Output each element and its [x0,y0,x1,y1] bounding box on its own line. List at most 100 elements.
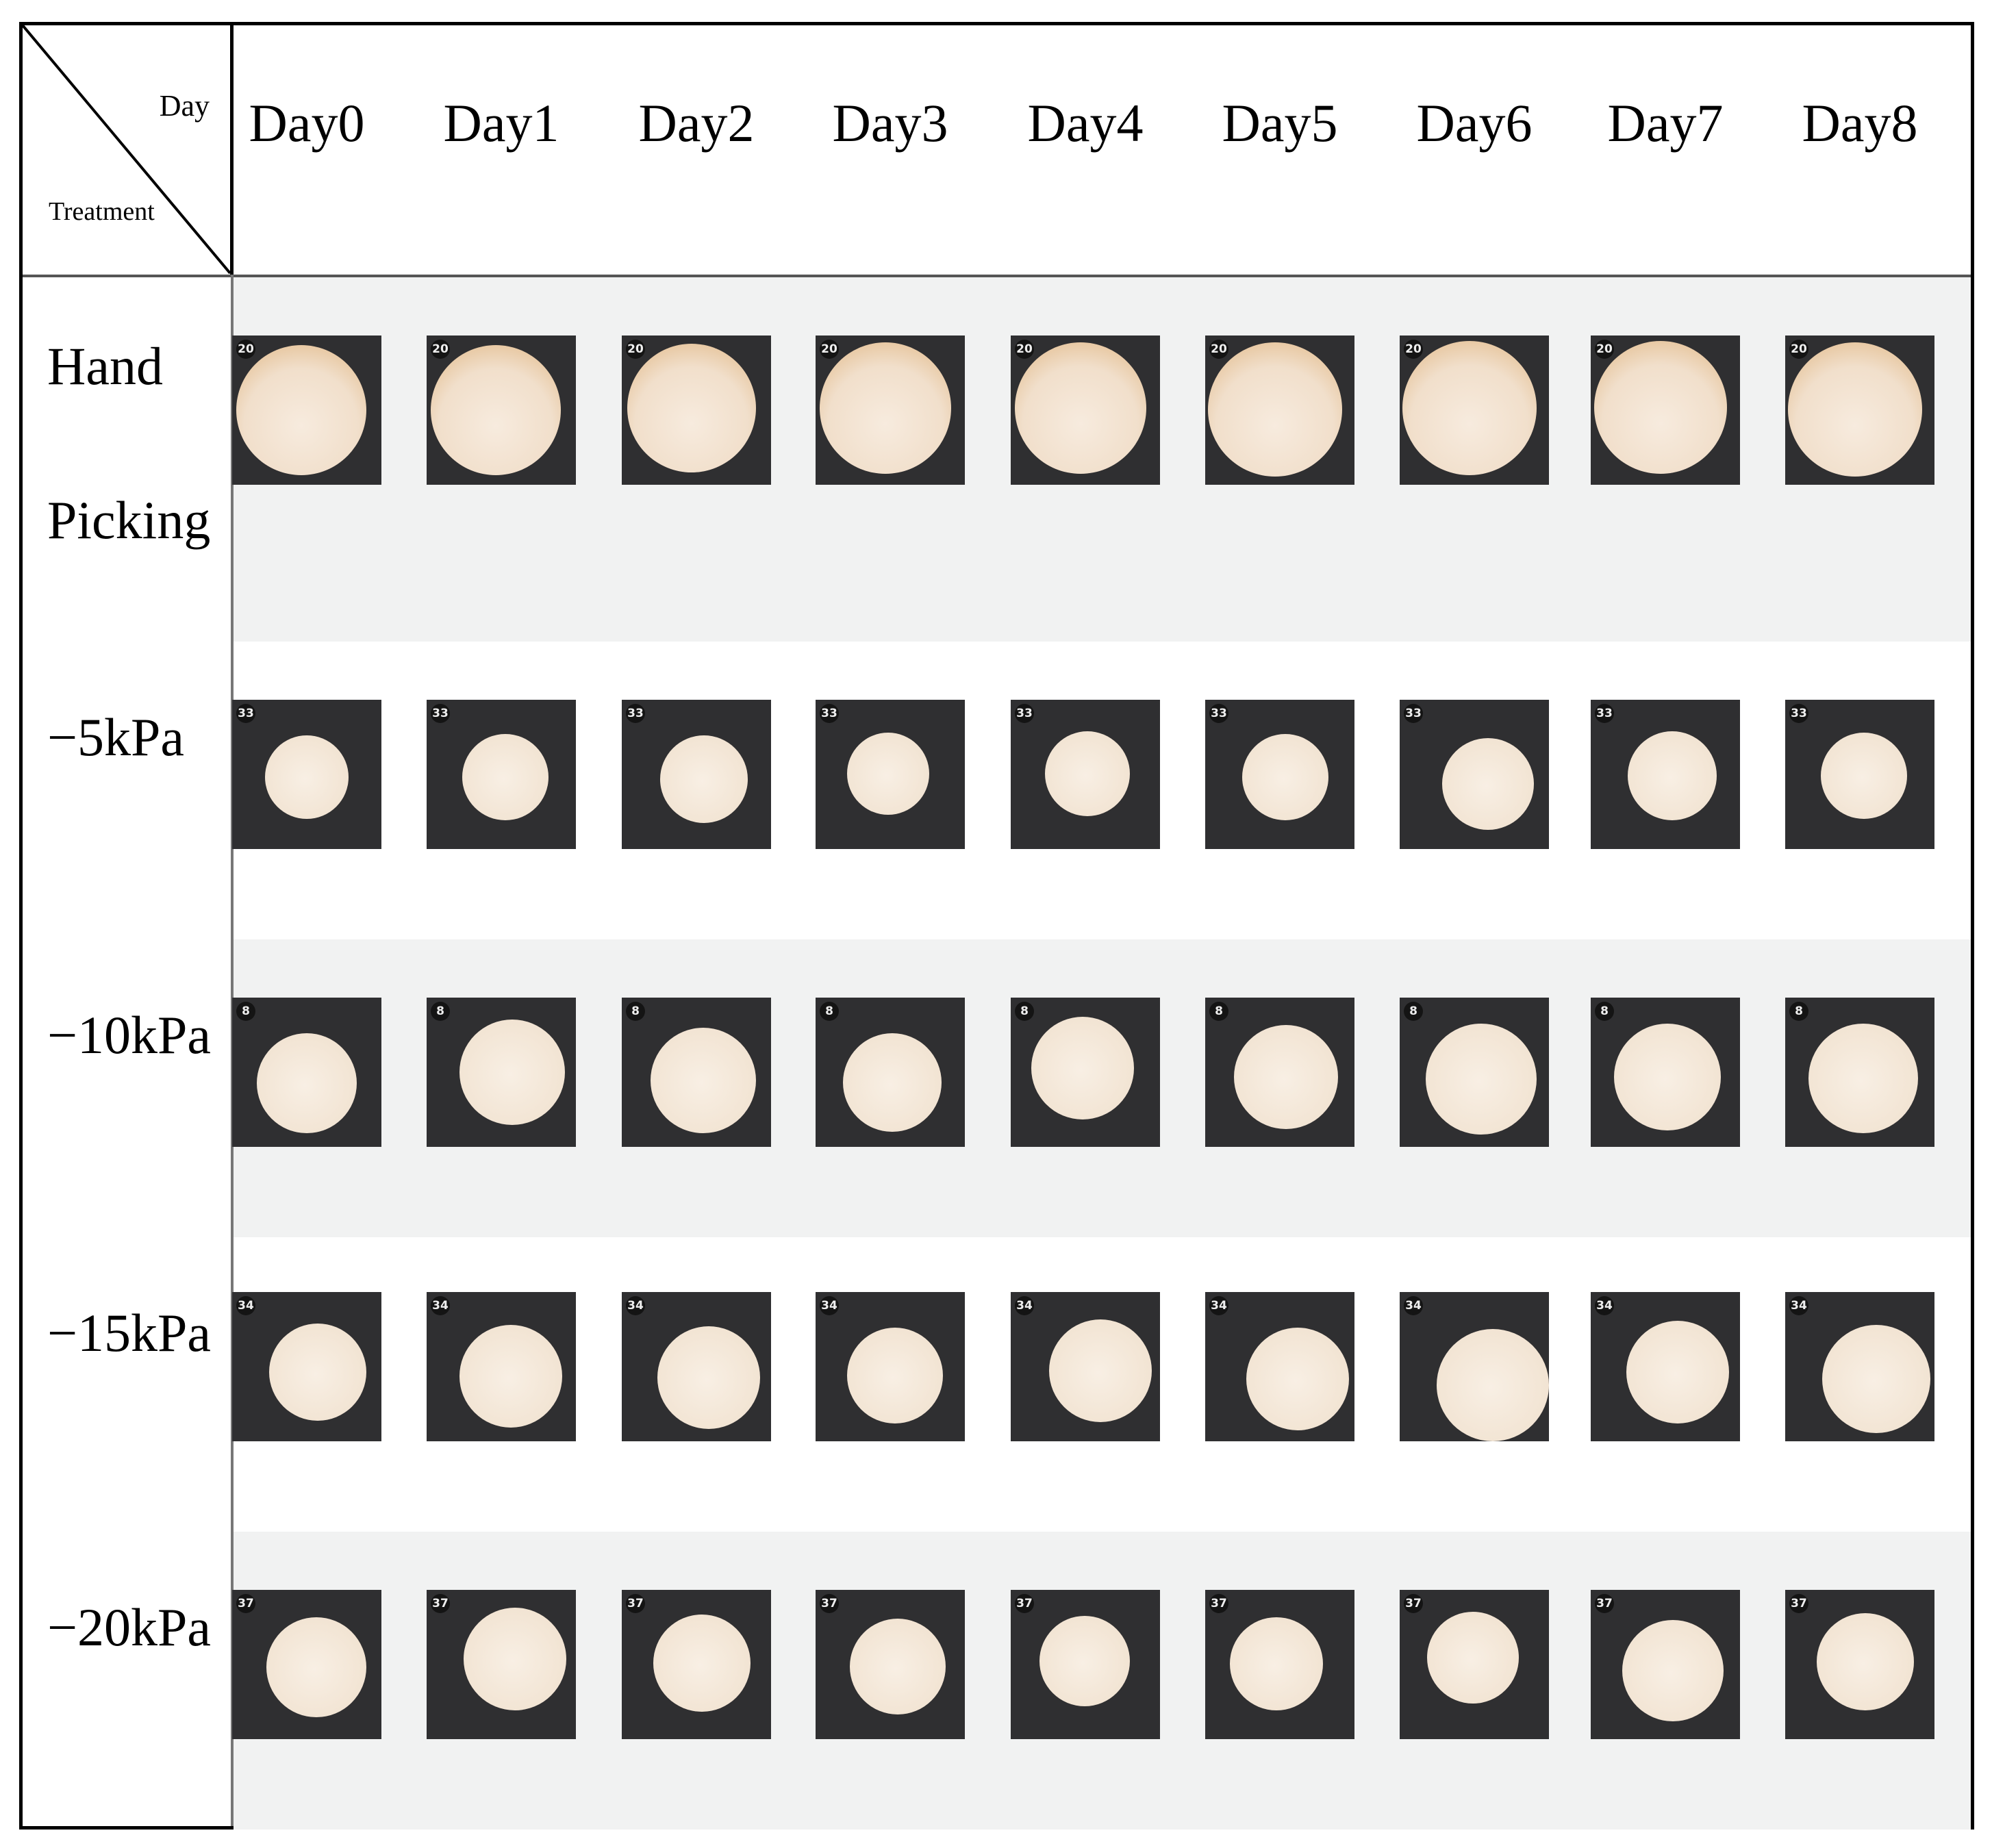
sample-number-tag: 20 [626,340,645,359]
sample-photo: 37 [232,1590,381,1739]
day-header-4: Day4 [1027,93,1144,153]
corner-treatment-label: Treatment [49,197,155,226]
sample-number-tag: 8 [1209,1002,1228,1021]
sample-photo: 8 [816,998,965,1147]
mushroom-cap [1628,731,1717,820]
sample-number-tag: 20 [1015,340,1034,359]
sample-photo: 33 [1400,700,1549,849]
mushroom-cap [1442,738,1534,830]
sample-number-tag: 20 [431,340,450,359]
sample-photo: 37 [427,1590,576,1739]
sample-number-tag: 33 [1015,704,1034,723]
mushroom-cap [1246,1328,1349,1430]
sample-photo: 37 [1400,1590,1549,1739]
mushroom-cap [1808,1024,1918,1133]
day-header-5: Day5 [1222,93,1338,153]
sample-photo: 34 [816,1292,965,1441]
mushroom-cap [257,1033,357,1133]
mushroom-cap [1015,342,1146,474]
treatment-row: 20 20 20 20 20 20 20 20 20 [232,277,1971,642]
mushroom-cap [660,735,748,823]
sample-number-tag: 20 [236,340,255,359]
mushroom-cap [1031,1017,1134,1119]
day-header-1: Day1 [443,93,559,153]
sample-photo: 37 [1785,1590,1934,1739]
sample-photo: 20 [816,336,965,485]
mushroom-cap [1626,1321,1729,1423]
sample-photo: 8 [1011,998,1160,1147]
sample-number-tag: 8 [1595,1002,1614,1021]
mushroom-cap [627,344,756,472]
treatment-row: 37 37 37 37 37 37 37 37 37 [232,1532,1971,1830]
sample-photo: 8 [232,998,381,1147]
mushroom-cap [651,1028,756,1133]
mushroom-cap [1049,1319,1152,1422]
sample-number-tag: 34 [1404,1296,1423,1315]
sample-photo: 33 [816,700,965,849]
sample-number-tag: 33 [626,704,645,723]
mushroom-cap [1822,1325,1930,1433]
sample-photo: 8 [1785,998,1934,1147]
mushroom-cap [847,733,929,815]
mushroom-cap [1427,1612,1519,1704]
mushroom-cap [1817,1613,1914,1710]
sample-photo: 37 [622,1590,771,1739]
mushroom-cap [1039,1616,1130,1706]
sample-photo: 8 [1591,998,1740,1147]
sample-photo: 34 [427,1292,576,1441]
sample-number-tag: 34 [236,1296,255,1315]
sample-photo: 33 [1011,700,1160,849]
sample-number-tag: 37 [1404,1594,1423,1613]
sample-number-tag: 20 [1595,340,1614,359]
sample-photo: 33 [1205,700,1354,849]
sample-number-tag: 20 [820,340,839,359]
sample-photo: 20 [232,336,381,485]
sample-number-tag: 8 [1404,1002,1423,1021]
sample-number-tag: 34 [1209,1296,1228,1315]
mushroom-cap [1402,341,1537,475]
sample-photo: 33 [1785,700,1934,849]
sample-photo: 33 [1591,700,1740,849]
sample-photo: 20 [1011,336,1160,485]
sample-photo: 20 [427,336,576,485]
mushroom-cap [1045,731,1130,816]
sample-number-tag: 37 [820,1594,839,1613]
mushroom-cap [653,1615,751,1712]
sample-photo: 20 [1785,336,1934,485]
sample-photo: 34 [1785,1292,1934,1441]
sample-number-tag: 33 [236,704,255,723]
sample-photo: 8 [1400,998,1549,1147]
diagonal-divider [23,25,231,275]
sample-number-tag: 37 [1015,1594,1034,1613]
sample-photo: 33 [622,700,771,849]
day-header-7: Day7 [1607,93,1724,153]
sample-photo: 37 [1011,1590,1160,1739]
mushroom-cap [431,345,561,475]
treatment-label: −15kPa [47,1303,211,1363]
treatment-row: 8 8 8 8 8 8 8 8 8 [232,939,1971,1237]
treatment-label: −10kPa [47,1005,211,1065]
day-header-2: Day2 [638,93,755,153]
sample-photo: 34 [622,1292,771,1441]
sample-number-tag: 33 [1595,704,1614,723]
day-header-8: Day8 [1802,93,1918,153]
sample-number-tag: 34 [1595,1296,1614,1315]
sample-photo: 34 [1591,1292,1740,1441]
treatment-label: −5kPa [47,707,184,767]
sample-photo: 33 [232,700,381,849]
sample-number-tag: 37 [626,1594,645,1613]
mushroom-cap [464,1608,566,1710]
sample-number-tag: 37 [1789,1594,1808,1613]
sample-number-tag: 37 [431,1594,450,1613]
sample-photo: 20 [1591,336,1740,485]
mushroom-cap [462,734,549,820]
sample-number-tag: 8 [236,1002,255,1021]
sample-photo: 34 [1205,1292,1354,1441]
sample-number-tag: 34 [431,1296,450,1315]
mushroom-cap [1821,733,1907,819]
sample-number-tag: 33 [1404,704,1423,723]
comparison-table: Day Treatment Day0 Day1 Day2 Day3 Day4 Day5 Da… [19,22,1974,1830]
mushroom-cap [269,1324,366,1421]
treatment-label: Picking [47,490,211,550]
corner-cell: Day Treatment [23,25,234,275]
